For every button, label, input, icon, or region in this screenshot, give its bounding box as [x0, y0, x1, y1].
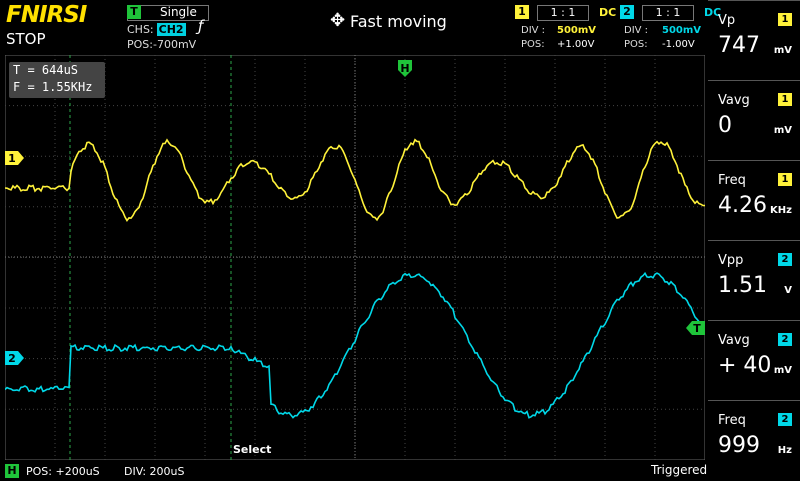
channel-2-waveform — [5, 271, 705, 419]
measurement-unit: mV — [773, 45, 792, 56]
horizontal-position[interactable]: POS: +200uS — [26, 465, 100, 478]
measurement-value: 4.26 — [718, 193, 767, 218]
measurement-unit: V — [784, 285, 792, 296]
channel-1-div: 500mV — [557, 25, 597, 36]
measurement-unit: Hz — [777, 445, 792, 456]
measurement-vp-ch1[interactable]: Vp 1 747 mV — [708, 0, 800, 81]
channel-1-div-label: DIV : — [521, 25, 546, 36]
measurement-channel-tag: 2 — [778, 333, 792, 346]
svg-text:1: 1 — [8, 152, 16, 165]
trigger-pos-label: POS: — [127, 38, 153, 51]
channel-2-coupling: DC — [704, 6, 722, 19]
measurement-unit: KHz — [770, 205, 792, 216]
svg-text:H: H — [400, 62, 409, 75]
channel-2-level-marker[interactable]: 2 — [5, 351, 24, 365]
measurement-name: Vavg — [718, 333, 750, 348]
measurement-vavg-ch2[interactable]: Vavg 2 + 40 mV — [708, 320, 800, 401]
mode-indicator-label: Fast moving — [350, 12, 447, 31]
measurement-freq-ch1[interactable]: Freq 1 4.26 KHz — [708, 160, 800, 241]
channel-1-pos-label: POS: — [521, 39, 545, 50]
waveform-display[interactable]: H 1 2 T — [5, 55, 705, 460]
channel-1-tag: 1 — [515, 5, 529, 19]
rising-edge-icon: ƒ — [198, 17, 204, 35]
channel-2-div-label: DIV : — [624, 25, 649, 36]
measurement-value: 747 — [718, 33, 760, 58]
measurement-name: Vpp — [718, 253, 744, 268]
measurement-channel-tag: 1 — [778, 13, 792, 26]
channel-2-pos: -1.00V — [662, 39, 695, 50]
measurement-vpp-ch2[interactable]: Vpp 2 1.51 V — [708, 240, 800, 321]
measurement-unit: mV — [773, 125, 792, 136]
channel-1-coupling: DC — [599, 6, 617, 19]
channel-1-info[interactable]: 1 1 : 1 DC DIV : 500mV POS: +1.00V — [515, 4, 698, 52]
channel-1-pos: +1.00V — [557, 39, 595, 50]
measurement-value: + 40 — [718, 353, 772, 378]
measurement-channel-tag: 2 — [778, 253, 792, 266]
channel-1-probe: 1 : 1 — [537, 5, 589, 21]
trigger-position: POS:-700mV — [127, 38, 196, 51]
measurement-name: Freq — [718, 413, 746, 428]
trigger-source-tag: CH2 — [156, 23, 186, 36]
channel-1-level-marker[interactable]: 1 — [5, 151, 24, 165]
horizontal-tag: H — [5, 464, 19, 478]
channel-1-waveform — [5, 138, 705, 222]
measurement-name: Freq — [718, 173, 746, 188]
select-label[interactable]: Select — [233, 443, 272, 456]
horizontal-timebase[interactable]: DIV: 200uS — [124, 465, 185, 478]
measurement-unit: mV — [773, 365, 792, 376]
trigger-status: Triggered — [651, 463, 708, 477]
channel-2-div: 500mV — [662, 25, 702, 36]
measurement-value: 0 — [718, 113, 732, 138]
trigger-level-marker[interactable]: T — [686, 321, 705, 335]
svg-text:2: 2 — [8, 352, 16, 365]
measurement-value: 999 — [718, 433, 760, 458]
measurement-channel-tag: 1 — [778, 93, 792, 106]
channel-2-info[interactable]: 2 1 : 1 DC DIV : 500mV POS: -1.00V — [620, 4, 800, 52]
trigger-pos-value: -700mV — [152, 38, 197, 51]
channel-2-pos-label: POS: — [624, 39, 648, 50]
measurement-value: 1.51 — [718, 273, 767, 298]
move-arrows-icon: ✥ — [330, 10, 346, 31]
measurement-name: Vavg — [718, 93, 750, 108]
cursor-readout: T = 644uS F = 1.55KHz — [9, 62, 105, 98]
channel-2-tag: 2 — [620, 5, 634, 19]
horizontal-position-marker[interactable]: H — [398, 60, 412, 77]
channel-2-probe: 1 : 1 — [642, 5, 694, 21]
trigger-mode[interactable]: Single — [160, 5, 197, 19]
trigger-source[interactable]: CHS: CH2 — [127, 23, 186, 36]
cursor-time-delta: T = 644uS — [13, 63, 79, 77]
measurement-freq-ch2[interactable]: Freq 2 999 Hz — [708, 400, 800, 481]
measurement-vavg-ch1[interactable]: Vavg 1 0 mV — [708, 80, 800, 161]
trigger-source-label: CHS: — [127, 23, 154, 36]
measurement-name: Vp — [718, 13, 736, 28]
trigger-tag: T — [127, 5, 141, 19]
svg-text:T: T — [693, 322, 701, 335]
measurement-channel-tag: 1 — [778, 173, 792, 186]
run-state[interactable]: STOP — [6, 30, 46, 48]
measurement-channel-tag: 2 — [778, 413, 792, 426]
cursor-frequency: F = 1.55KHz — [13, 80, 93, 94]
brand-logo: FNIRSI — [6, 2, 87, 28]
